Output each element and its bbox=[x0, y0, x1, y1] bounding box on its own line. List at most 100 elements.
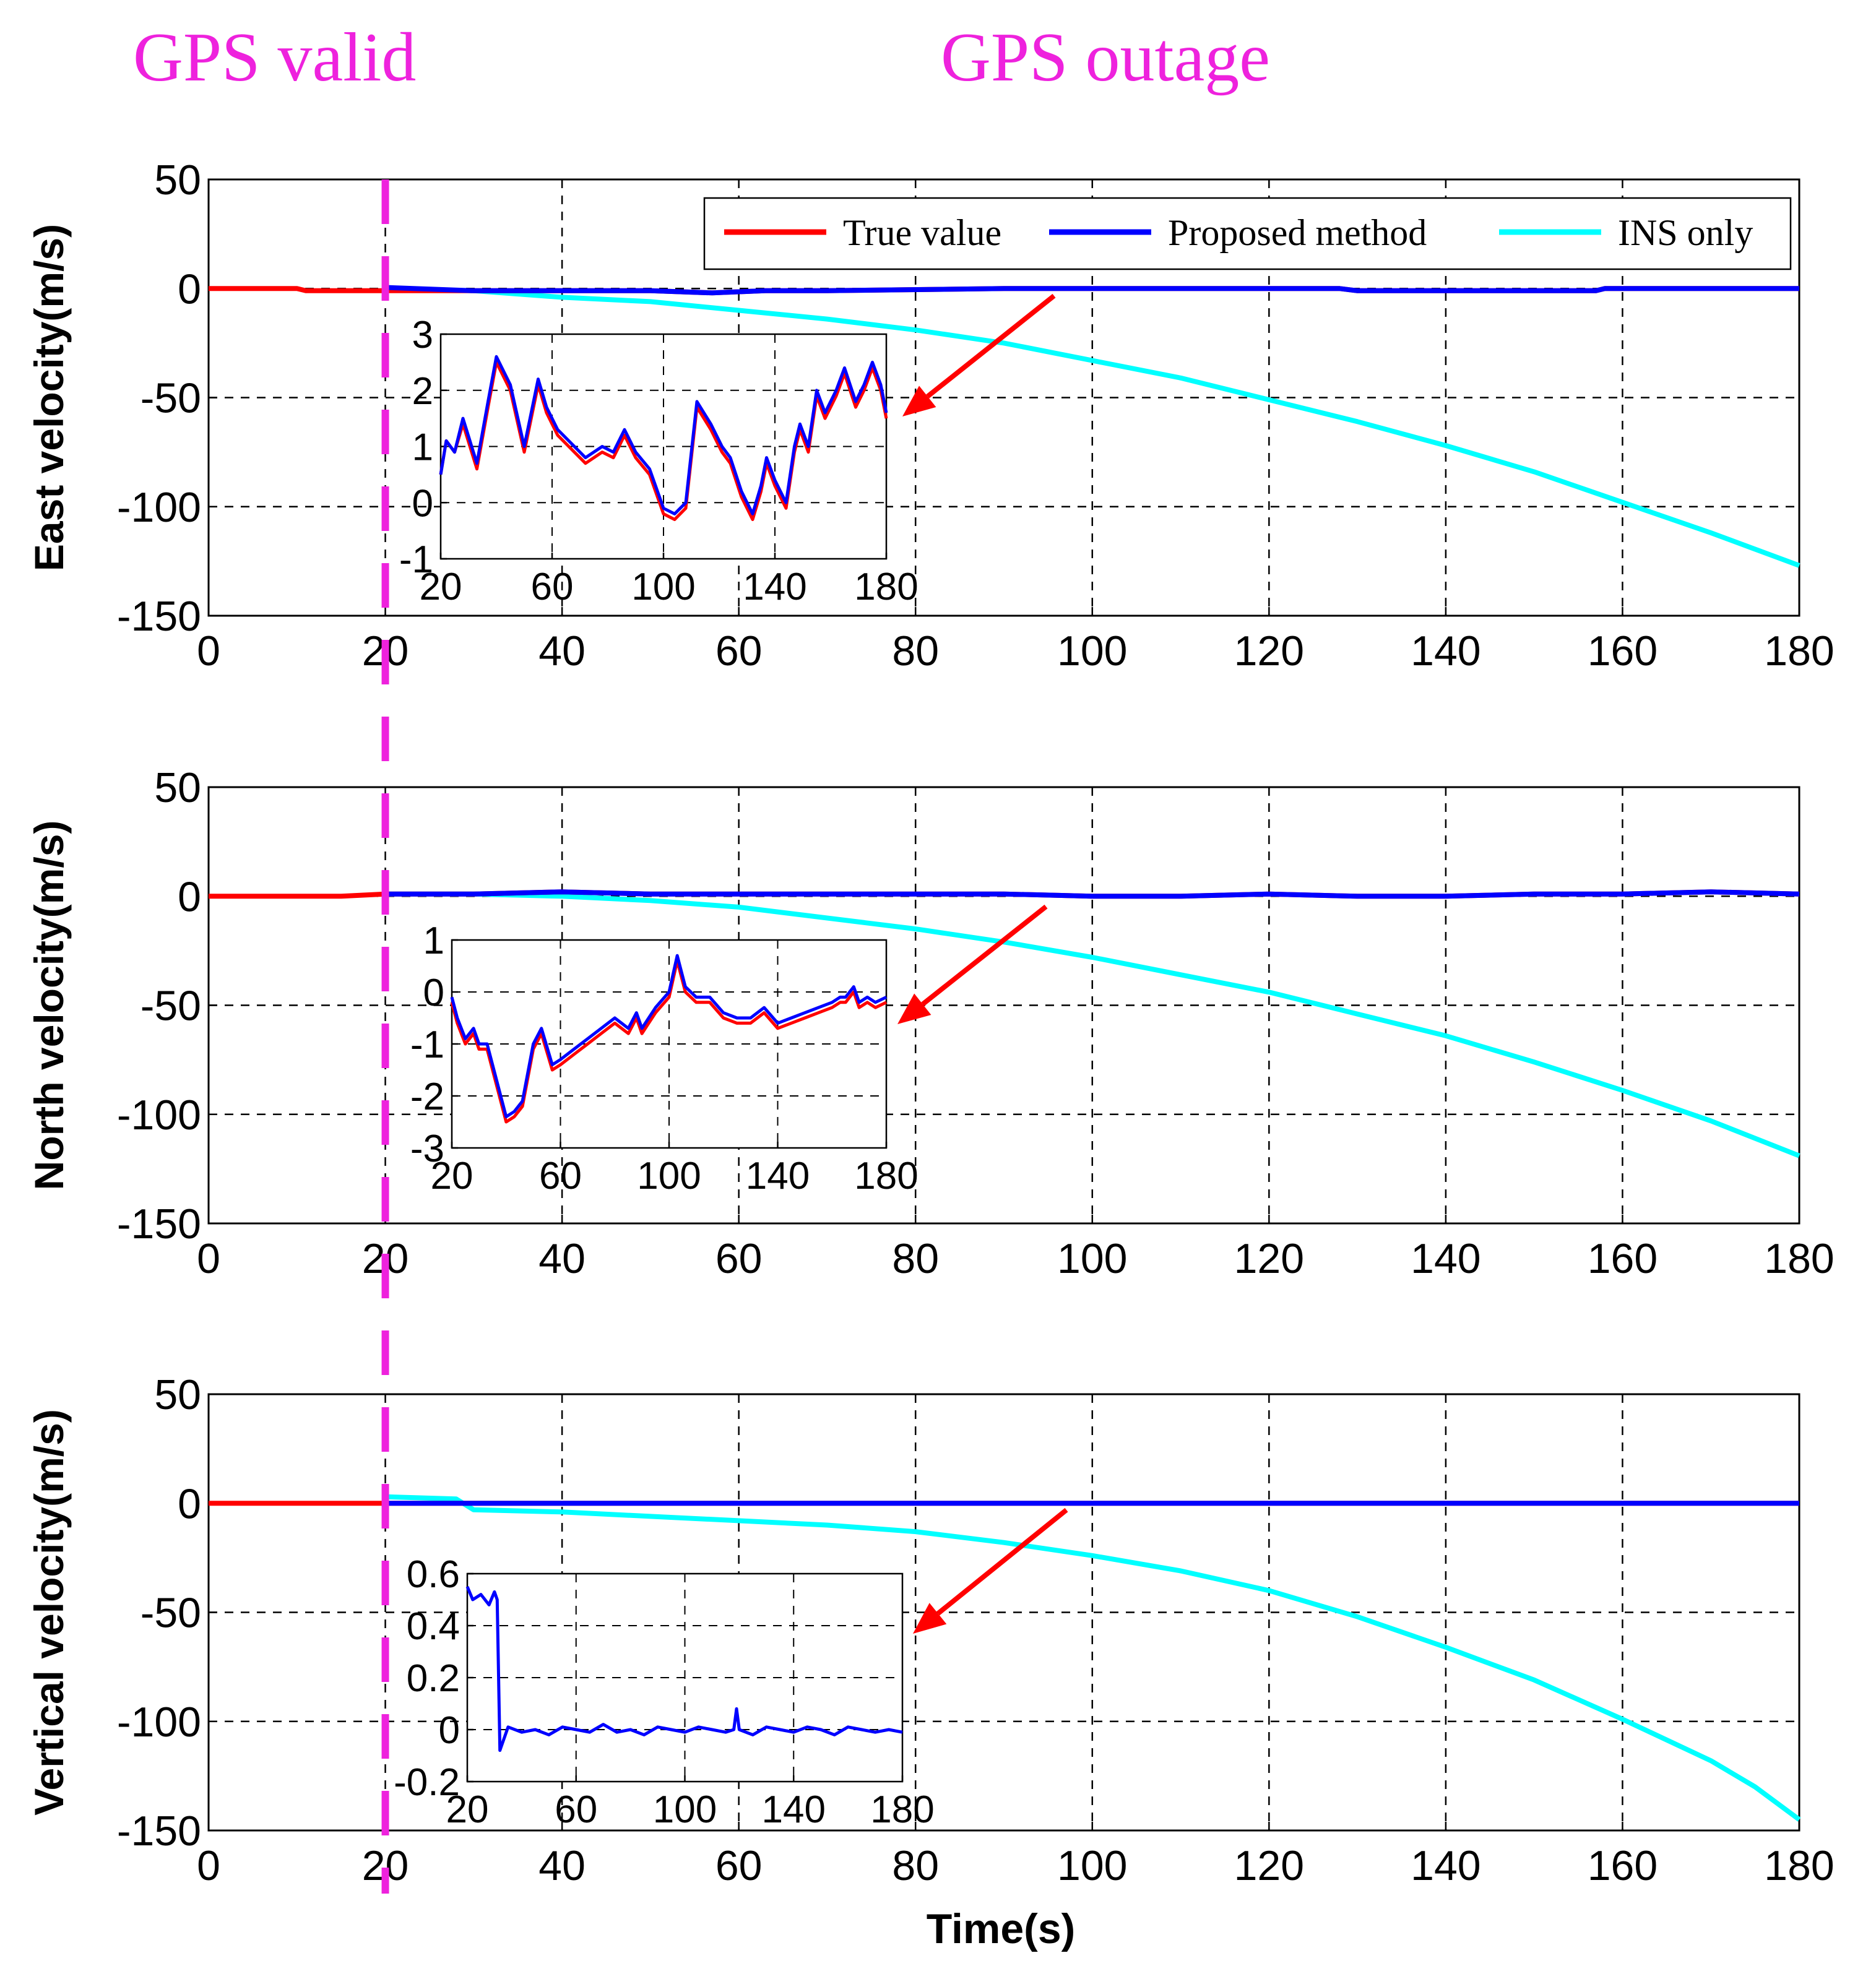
north-inset-xtick-label: 60 bbox=[539, 1155, 582, 1197]
north-ytick-label: -50 bbox=[140, 983, 201, 1030]
north-inset-xtick-label: 20 bbox=[431, 1155, 473, 1197]
north-inset-xtick-label: 180 bbox=[854, 1155, 918, 1197]
vertical-ytick-label: -100 bbox=[117, 1699, 201, 1746]
north-xtick-label: 40 bbox=[538, 1235, 586, 1282]
vertical-inset: 20 60 100 140 180 0.6 0.4 0.2 0 -0.2 bbox=[394, 1553, 935, 1831]
north-inset-xtick-label: 140 bbox=[746, 1155, 810, 1197]
vertical-inset-xtick-label: 60 bbox=[555, 1788, 597, 1831]
east-inset-xtick-label: 60 bbox=[531, 566, 574, 608]
legend-box bbox=[703, 197, 1792, 270]
legend-label: INS only bbox=[1618, 212, 1753, 253]
north-ytick-label: -100 bbox=[117, 1092, 201, 1139]
subplot-vertical: 0 20 40 60 80 100 120 140 160 180 50 0 -50 -100 -150 Ve… bbox=[26, 1371, 1835, 1889]
north-inset-ytick-label: -2 bbox=[410, 1076, 444, 1118]
east-xtick-label: 80 bbox=[892, 627, 939, 675]
east-ytick-label: -150 bbox=[117, 593, 201, 640]
north-inset-xtick-label: 100 bbox=[637, 1155, 701, 1197]
vertical-inset-xtick-label: 20 bbox=[446, 1788, 489, 1831]
east-inset-ytick-label: 2 bbox=[412, 370, 433, 413]
vertical-inset-ytick-label: -0.2 bbox=[394, 1761, 460, 1804]
vertical-ytick-label: 50 bbox=[154, 1371, 201, 1418]
east-ytick-label: 0 bbox=[178, 265, 201, 313]
east-inset-ytick-label: -1 bbox=[399, 538, 433, 581]
east-y-axis-label: East velocity(m/s) bbox=[26, 224, 72, 571]
vertical-inset-ytick-label: 0.6 bbox=[407, 1553, 460, 1596]
east-series-ins-only bbox=[385, 286, 1800, 568]
east-ytick-label: 50 bbox=[154, 157, 201, 204]
vertical-xtick-label: 160 bbox=[1588, 1842, 1658, 1889]
north-inset: 20 60 100 140 180 1 0 -1 -2 -3 bbox=[410, 920, 919, 1197]
east-xtick-label: 180 bbox=[1764, 627, 1834, 675]
north-ytick-label: 0 bbox=[178, 873, 201, 920]
north-xtick-label: 120 bbox=[1234, 1235, 1304, 1282]
vertical-inset-ytick-label: 0.4 bbox=[407, 1605, 460, 1648]
east-inset-ytick-label: 3 bbox=[412, 314, 433, 356]
north-series-proposed-method bbox=[385, 889, 1800, 899]
vertical-y-axis-label: Vertical velocity(m/s) bbox=[26, 1409, 72, 1816]
gps-valid-label: GPS valid bbox=[133, 19, 416, 96]
east-xtick-label: 60 bbox=[715, 627, 763, 675]
vertical-inset-series-proposed-method bbox=[465, 1586, 903, 1753]
vertical-arrow-shaft bbox=[936, 1507, 1068, 1616]
north-xtick-label: 0 bbox=[197, 1235, 220, 1282]
east-inset-series-proposed-method bbox=[439, 355, 888, 515]
vertical-xtick-label: 140 bbox=[1411, 1842, 1480, 1889]
east-ytick-label: -100 bbox=[117, 484, 201, 531]
north-xtick-label: 180 bbox=[1764, 1235, 1834, 1282]
north-xtick-label: 160 bbox=[1588, 1235, 1658, 1282]
north-inset-ytick-label: 1 bbox=[423, 920, 444, 962]
north-arrow-shaft bbox=[921, 904, 1048, 1006]
vertical-xtick-label: 40 bbox=[538, 1842, 586, 1889]
vertical-xtick-label: 0 bbox=[197, 1842, 220, 1889]
vertical-inset-ytick-label: 0 bbox=[439, 1709, 460, 1752]
vertical-xtick-label: 100 bbox=[1057, 1842, 1127, 1889]
subplot-north: 020406080100120140160180500-50-100-150No… bbox=[26, 764, 1835, 1282]
vertical-inset-xtick-label: 100 bbox=[653, 1788, 717, 1831]
north-inset-ytick-label: -3 bbox=[410, 1127, 444, 1170]
vertical-ytick-label: 0 bbox=[178, 1480, 201, 1527]
vertical-xtick-label: 180 bbox=[1764, 1842, 1834, 1889]
vertical-inset-ytick-label: 0.2 bbox=[407, 1657, 460, 1700]
east-inset-xtick-label: 180 bbox=[854, 566, 918, 608]
north-series-ins-only bbox=[385, 891, 1800, 1158]
vertical-xtick-label: 120 bbox=[1234, 1842, 1304, 1889]
legend-label: Proposed method bbox=[1168, 212, 1427, 253]
east-xtick-label: 0 bbox=[197, 627, 220, 675]
east-xtick-label: 160 bbox=[1588, 627, 1658, 675]
vertical-series-ins-only bbox=[385, 1494, 1801, 1822]
north-arrow-head bbox=[897, 993, 932, 1024]
plots: 020406080100120140160180500-50-100-150Ea… bbox=[26, 157, 1835, 1889]
east-xtick-label: 40 bbox=[538, 627, 586, 675]
north-inset-series-proposed-method bbox=[450, 954, 888, 1119]
east-inset-xtick-label: 140 bbox=[743, 566, 806, 608]
east-inset-ytick-label: 0 bbox=[412, 482, 433, 525]
east-arrow-shaft bbox=[926, 293, 1056, 399]
east-inset-xtick-label: 100 bbox=[631, 566, 695, 608]
north-inset-ytick-label: -1 bbox=[410, 1024, 444, 1066]
east-inset-xtick-label: 20 bbox=[420, 566, 462, 608]
vertical-ytick-label: -150 bbox=[117, 1808, 201, 1855]
north-xtick-label: 100 bbox=[1057, 1235, 1127, 1282]
north-inset-ytick-label: 0 bbox=[423, 972, 444, 1014]
x-axis-label: Time(s) bbox=[927, 1905, 1076, 1952]
legend: True value Proposed method INS only bbox=[703, 197, 1792, 270]
east-series-proposed-method bbox=[385, 285, 1799, 296]
gps-outage-label: GPS outage bbox=[941, 19, 1270, 96]
vertical-inset-xtick-label: 140 bbox=[762, 1788, 826, 1831]
north-ytick-label: 50 bbox=[154, 764, 201, 811]
vertical-arrow-head bbox=[913, 1603, 947, 1634]
north-y-axis-label: North velocity(m/s) bbox=[26, 821, 72, 1191]
north-xtick-label: 80 bbox=[892, 1235, 939, 1282]
vertical-xtick-label: 80 bbox=[892, 1842, 939, 1889]
east-xtick-label: 140 bbox=[1411, 627, 1480, 675]
east-xtick-label: 120 bbox=[1234, 627, 1304, 675]
east-ytick-label: -50 bbox=[140, 375, 201, 422]
north-xtick-label: 60 bbox=[715, 1235, 763, 1282]
legend-label: True value bbox=[843, 212, 1001, 253]
vertical-inset-xtick-label: 180 bbox=[870, 1788, 934, 1831]
east-inset-ytick-label: 1 bbox=[412, 426, 433, 469]
east-arrow-head bbox=[902, 386, 936, 416]
vertical-ytick-label: -50 bbox=[140, 1590, 201, 1637]
north-ytick-label: -150 bbox=[117, 1201, 201, 1248]
